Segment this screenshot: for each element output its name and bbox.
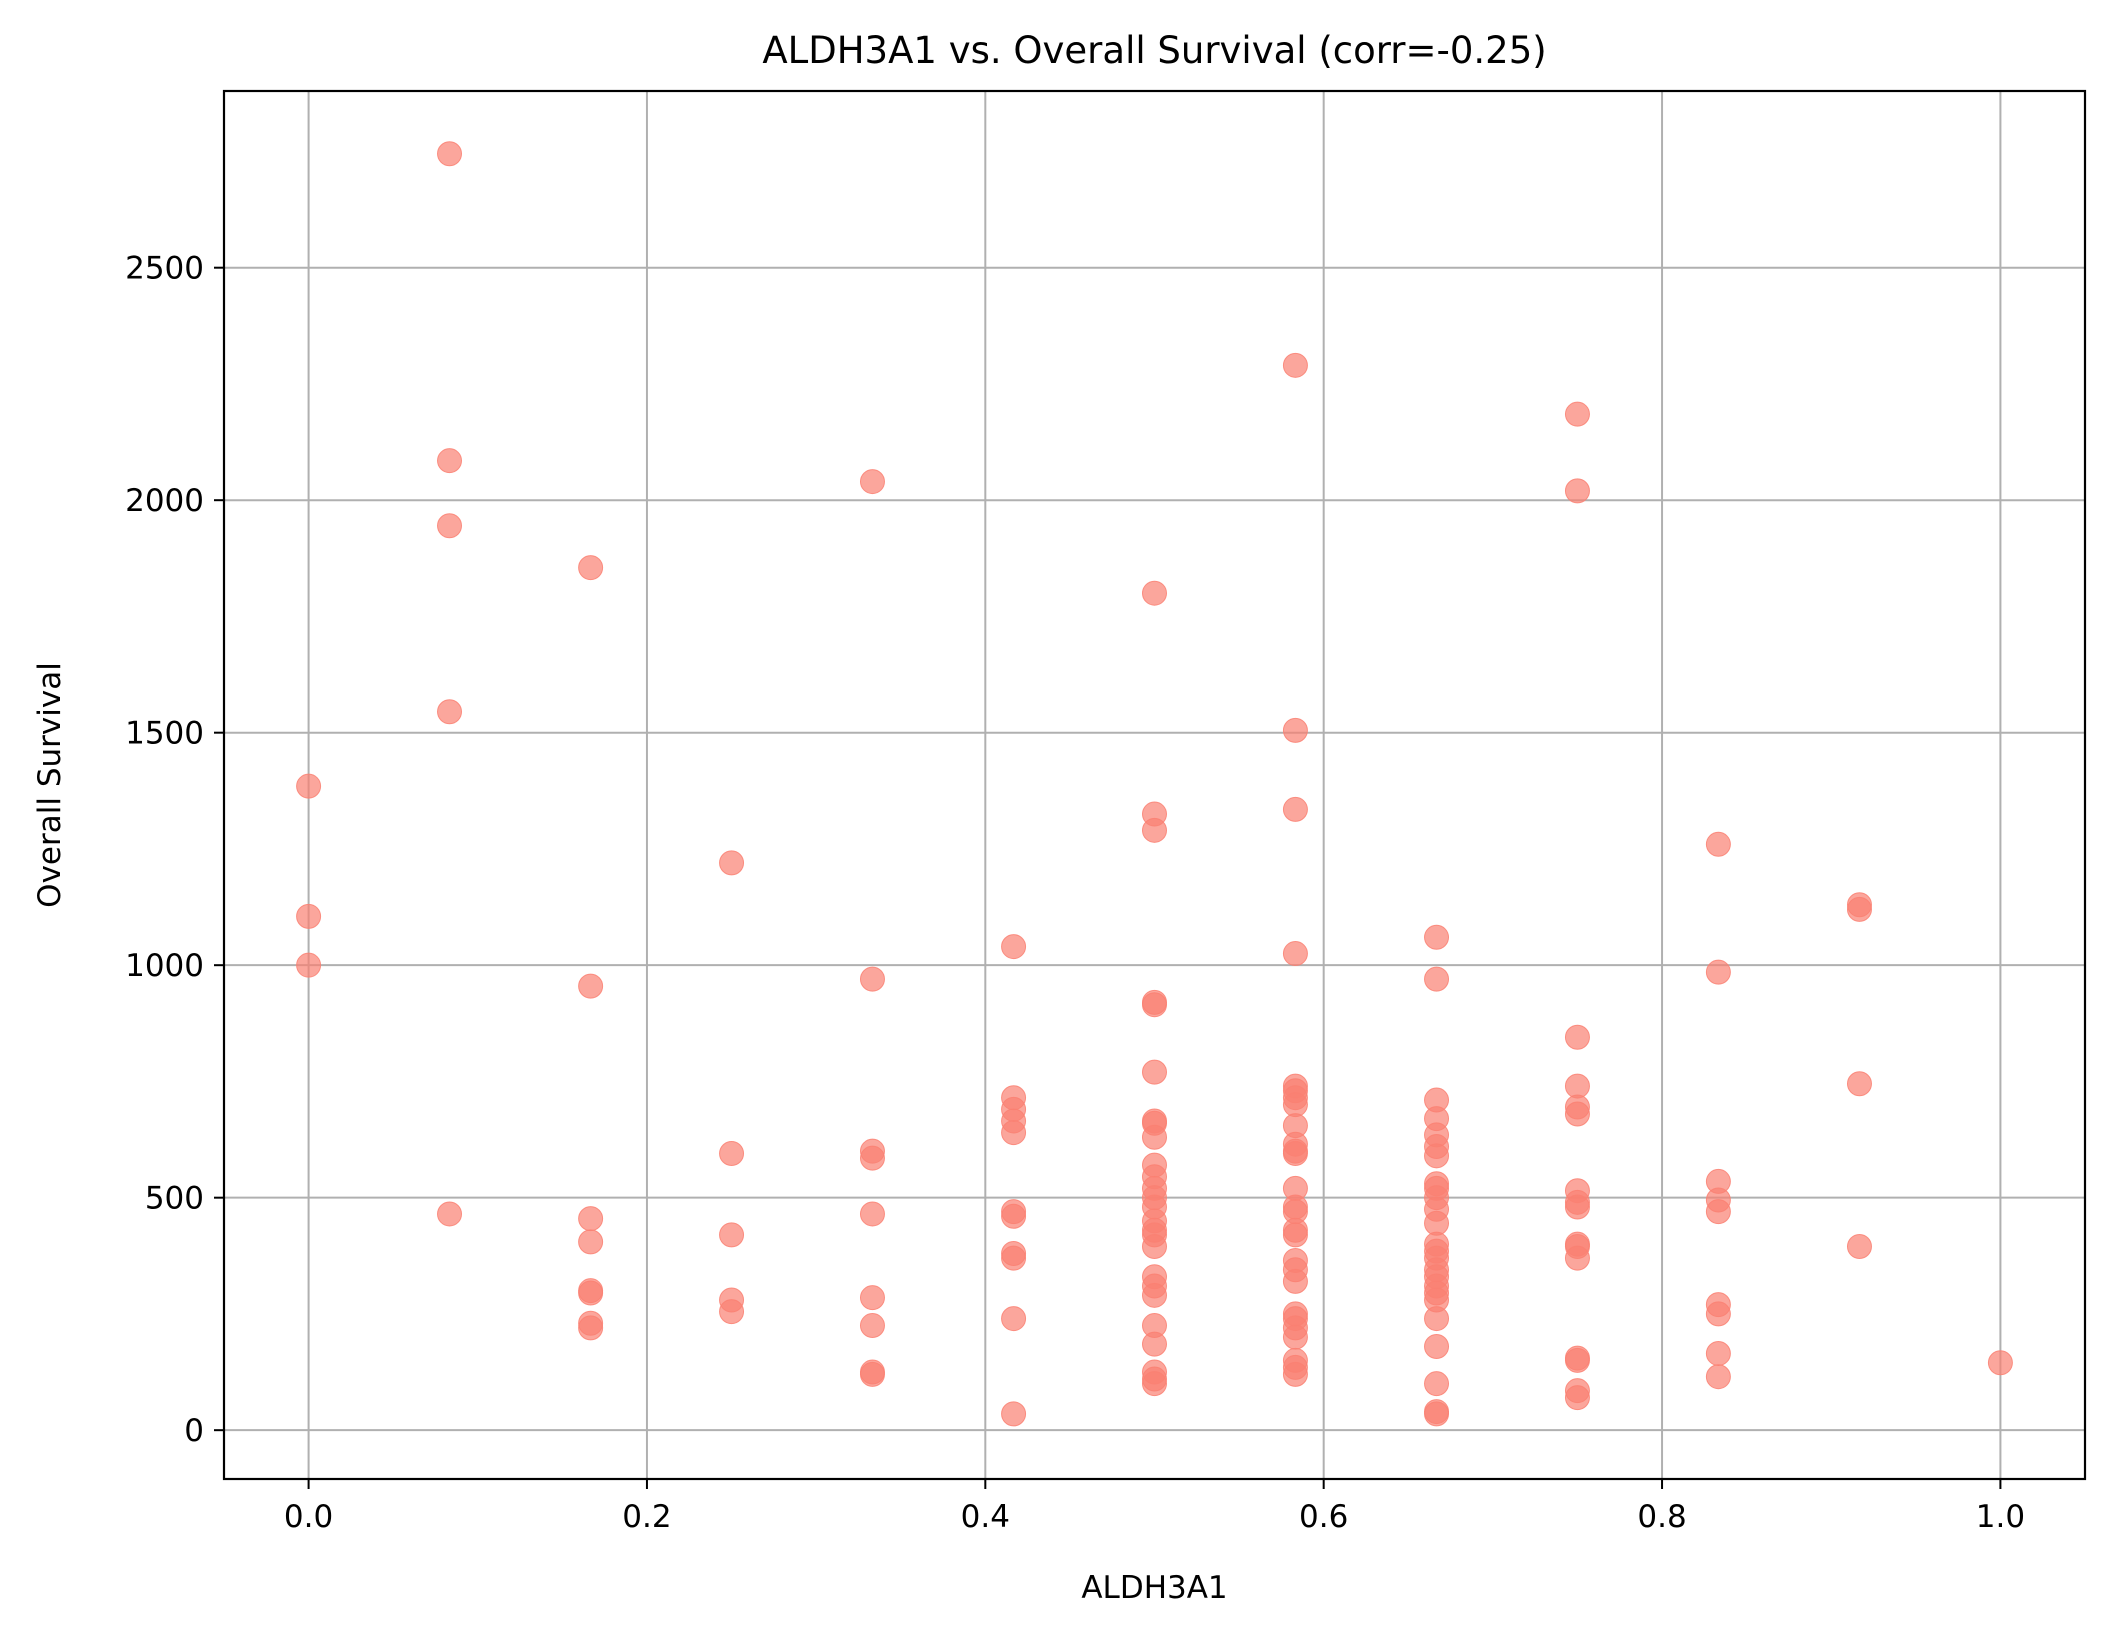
data-point [1001,1120,1027,1146]
x-tick-label: 0.4 [961,1499,1010,1535]
data-point [437,448,463,474]
data-point [1564,1385,1590,1411]
data-point [1424,1333,1450,1359]
data-point [1564,1347,1590,1373]
data-point [1705,1364,1731,1390]
data-point [1142,1371,1167,1397]
data-point [578,555,604,581]
data-point [578,973,604,999]
data-point [1564,1101,1590,1127]
data-point [1282,796,1308,822]
data-point [1142,1234,1167,1260]
data-point [1142,1124,1167,1150]
data-point [1564,1245,1590,1271]
data-point [1001,1245,1027,1271]
data-point [859,1201,885,1227]
data-point [859,1145,885,1171]
data-point [1564,478,1590,504]
data-point [1282,1361,1308,1387]
data-point [1282,941,1308,967]
y-tick-label: 2500 [125,251,204,287]
data-point [1142,817,1167,843]
data-point [1282,1222,1308,1248]
x-tick-label: 0.6 [1299,1499,1348,1535]
x-axis-title: ALDH3A1 [1081,1570,1227,1606]
data-point [1846,896,1872,922]
data-point [1424,1401,1450,1427]
data-point [719,1222,745,1248]
data-point [719,1299,745,1325]
data-point [719,850,745,876]
data-point [437,1201,463,1227]
data-point [1001,1401,1027,1427]
data-point [1282,717,1308,743]
data-point [1564,1024,1590,1050]
data-point [1001,1306,1027,1332]
chart-title: ALDH3A1 vs. Overall Survival (corr=-0.25… [762,29,1546,72]
data-point [1846,1071,1872,1097]
data-point [1282,1324,1308,1350]
x-tick-label: 1.0 [1976,1499,2025,1535]
data-point [1282,1141,1308,1167]
data-point [859,966,885,992]
data-point [1564,401,1590,427]
data-point [859,1285,885,1311]
data-point [1142,992,1167,1018]
data-point [1564,1073,1590,1099]
data-point [578,1229,604,1255]
data-point [859,1361,885,1387]
data-point [1705,959,1731,985]
data-point [1282,1268,1308,1294]
y-axis-title: Overall Survival [32,662,68,908]
data-point [578,1315,604,1341]
data-point [1424,924,1450,950]
y-tick-label: 1000 [125,948,204,984]
data-point [1424,1143,1450,1169]
data-points [296,141,2013,1427]
axis-ticks: 0.0 0.2 0.4 0.6 0.8 1.0 0 500 1000 1500 2000 2500 [125,251,2025,1535]
data-point [437,141,463,167]
data-point [1282,1092,1308,1118]
data-point [578,1206,604,1232]
data-point [1142,1331,1167,1357]
data-point [1142,1059,1167,1085]
data-point [1142,580,1167,606]
data-point [1705,1340,1731,1366]
data-point [437,699,463,725]
data-point [1846,1234,1872,1260]
x-tick-label: 0.8 [1637,1499,1686,1535]
data-point [1705,1301,1731,1327]
data-point [1142,1282,1167,1308]
data-point [296,903,322,929]
data-point [1282,352,1308,378]
data-point [296,952,322,978]
x-tick-label: 0.0 [284,1499,333,1535]
data-point [859,1313,885,1339]
data-point [437,513,463,539]
data-point [1424,1371,1450,1397]
y-tick-label: 0 [184,1413,204,1449]
data-point [1705,831,1731,857]
data-point [1987,1350,2013,1376]
data-point [1001,934,1027,960]
data-point [578,1280,604,1306]
data-point [1001,1203,1027,1229]
data-point [719,1141,745,1167]
data-point [1424,1306,1450,1332]
data-point [1705,1199,1731,1225]
plot-frame [222,89,2087,1481]
data-point [1564,1194,1590,1220]
data-point [296,773,322,799]
grid [224,91,2085,1479]
x-tick-label: 0.2 [622,1499,671,1535]
data-point [859,469,885,495]
data-point [1424,966,1450,992]
y-tick-label: 500 [145,1181,204,1217]
y-tick-label: 2000 [125,483,204,519]
y-tick-label: 1500 [125,716,204,752]
data-point [1424,1210,1450,1236]
